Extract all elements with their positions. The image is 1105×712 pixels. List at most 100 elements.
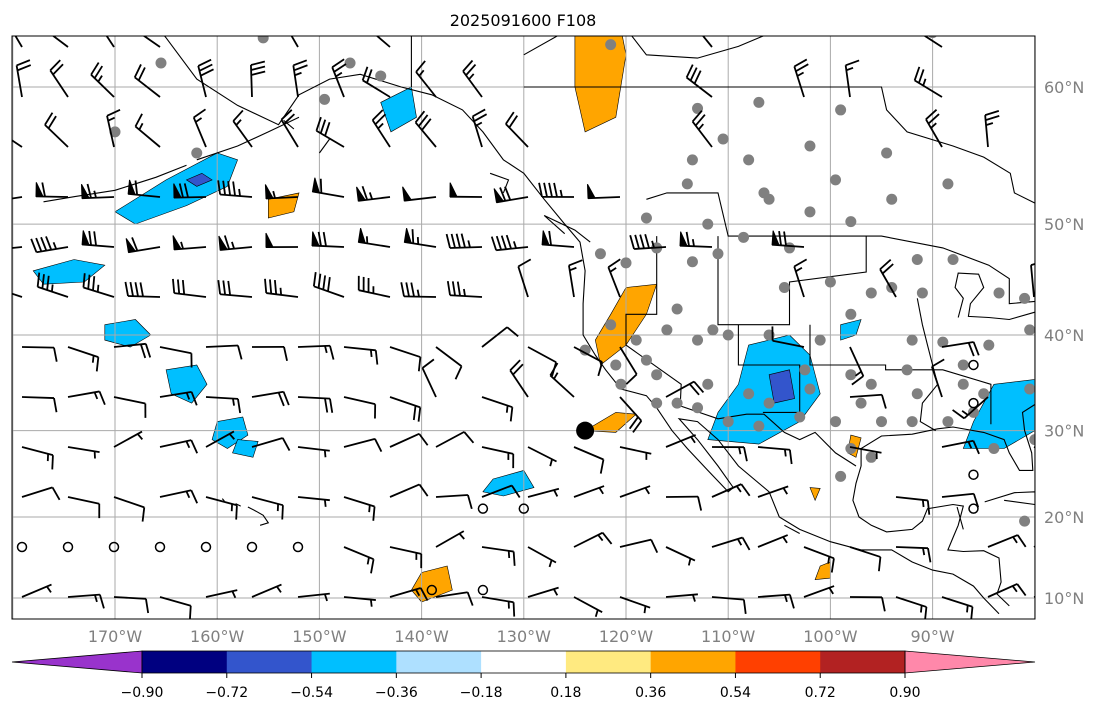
wind-barb [35,182,69,198]
wind-barb [36,272,69,298]
wind-barb [573,485,605,498]
wind-barb [389,432,429,448]
wind-barb [106,108,121,148]
colorbar-bin [396,651,482,673]
station-dot [263,15,274,26]
station-dot [763,193,775,205]
wind-barb [217,279,253,298]
colorbar-tick-label: −0.36 [375,685,418,701]
wind-barb [246,541,258,553]
station-dot [1075,304,1086,315]
station-dot [344,57,356,69]
wind-barb [793,58,809,98]
station-dot [911,253,923,265]
wind-barb [12,292,23,298]
wind-barb [541,230,575,248]
wind-barb [251,345,288,362]
wind-barb [343,596,376,607]
wind-barb [849,446,882,460]
colorbar-bin [226,651,313,673]
wind-barb [297,344,335,360]
wind-barb [30,236,69,254]
wind-barb [757,534,789,548]
station-dot [778,281,790,293]
station-dot [191,9,202,20]
wind-barb [142,36,161,48]
station-dot [661,324,673,336]
wind-barb [133,64,161,98]
wind-barb [941,492,980,508]
wind-barb [14,36,23,48]
wind-barb [250,60,266,98]
wind-barb [414,110,437,148]
coastline [852,465,1010,607]
wind-barb [371,109,391,148]
wind-barb [941,439,980,455]
wind-barb [12,139,23,148]
lon-label: 90°W [911,627,955,646]
coastline [625,236,857,467]
station-dot [906,334,918,346]
wind-barb [205,344,243,360]
station-dot [579,344,591,356]
wind-barb [619,446,652,460]
wind-barb [389,346,422,372]
wind-barb [538,182,575,198]
wind-barb [159,346,193,368]
station-dot [784,6,795,17]
wind-barb [619,596,651,614]
wind-barb [481,484,521,498]
wind-barb [573,446,605,474]
wind-barb [389,546,423,569]
coastline [631,36,765,59]
station-dot [605,319,617,331]
wind-barb [445,233,483,249]
wind-barb [573,346,604,377]
station-dot [988,443,1000,455]
wind-barb [343,496,376,521]
map-frame [11,35,1036,620]
station-dot [640,354,652,366]
colorbar-bin [565,651,652,673]
lat-label: 60°N [1044,78,1084,97]
wind-barb [665,546,696,566]
wind-barb [477,503,489,514]
wind-barb [134,113,161,148]
station-dot [845,308,857,320]
colorbar-tick-label: 0.72 [805,685,836,701]
wind-barb [757,485,789,498]
wind-barb [471,108,488,148]
wind-barb [568,259,583,298]
wind-barb [403,228,437,248]
wind-barb [481,596,516,617]
colorbar-bin [142,651,228,673]
station-dot [942,178,954,190]
wind-barb [265,232,299,248]
wind-barb [218,235,253,251]
wind-barb [931,358,945,398]
wind-barb [105,36,115,48]
lat-label: 40°N [1044,326,1084,345]
colorbar-bin [820,651,906,673]
colorbar-tick-label: −0.54 [290,685,333,701]
wind-barb [290,36,299,48]
wind-barb [389,396,422,422]
wind-barb [505,111,529,148]
station-dot [686,154,698,166]
wind-barb [292,541,304,553]
wind-barb [477,584,489,596]
latitude-labels: 60°N 50°N 40°N 30°N 20°N 10°N [1044,78,1084,608]
colorbar-tick-label: −0.90 [121,685,164,701]
wind-barb [879,259,897,298]
station-dot [692,334,704,346]
wind-barb [518,503,530,514]
station-dot [743,388,755,400]
station-dot [671,397,683,409]
anomaly-region [380,86,417,133]
wind-barb [481,546,516,566]
wind-barb [343,546,375,574]
lon-label: 120°W [599,627,654,646]
station-dot [830,174,842,186]
wind-barb [197,58,214,98]
